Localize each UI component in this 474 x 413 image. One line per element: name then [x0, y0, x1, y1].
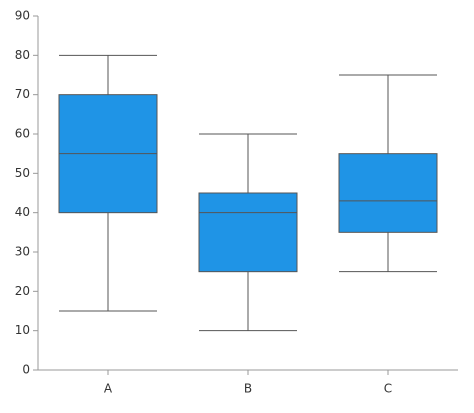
y-tick-label: 60	[15, 127, 30, 141]
y-tick-label: 50	[15, 166, 30, 180]
y-tick-label: 80	[15, 48, 30, 62]
y-tick-label: 40	[15, 205, 30, 219]
x-tick-label: A	[104, 382, 113, 396]
y-tick-label: 10	[15, 323, 30, 337]
x-tick-label: B	[244, 382, 252, 396]
box	[338, 153, 438, 233]
y-tick-label: 20	[15, 284, 30, 298]
y-tick-label: 70	[15, 87, 30, 101]
y-tick-label: 0	[22, 363, 30, 377]
y-tick-label: 30	[15, 245, 30, 259]
y-tick-label: 90	[15, 9, 30, 23]
x-tick-label: C	[384, 382, 392, 396]
box	[198, 192, 298, 273]
